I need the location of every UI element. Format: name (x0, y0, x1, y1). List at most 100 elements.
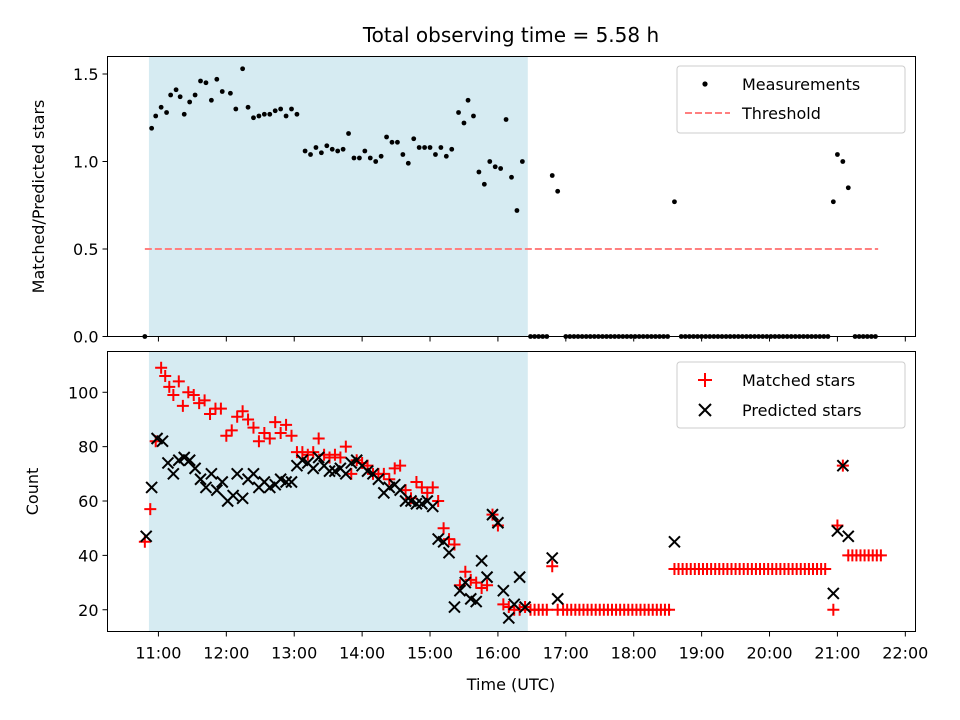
matched-point (421, 486, 434, 499)
measurement-point (503, 117, 509, 122)
measurement-point (845, 185, 851, 191)
matched-point (339, 440, 352, 453)
top-y-tick-label: 0.0 (73, 328, 98, 347)
predicted-point (323, 464, 336, 478)
predicted-point (183, 454, 196, 467)
bottom-x-axis: 11:00 12:00 13:00 14:00 15:00 16:00 17:00 18:00… (135, 631, 928, 663)
legend-predicted-marker (698, 403, 712, 417)
x-tick-label: 17:00 (543, 644, 589, 663)
matched-point (874, 549, 887, 562)
matched-point (827, 603, 840, 616)
matched-point (394, 459, 407, 472)
predicted-point (285, 475, 298, 489)
x-tick-label: 14:00 (339, 644, 385, 663)
measurement-point (208, 97, 214, 103)
predicted-point (199, 481, 213, 494)
measurement-point (389, 139, 395, 145)
predicted-point (469, 595, 483, 608)
matched-point (258, 427, 271, 440)
measurement-point (378, 153, 384, 159)
predicted-point (247, 467, 260, 481)
matched-point (204, 408, 217, 421)
top-y-tick-label: 1.0 (73, 153, 98, 172)
measurement-point (294, 111, 300, 117)
matched-point (328, 448, 341, 461)
predicted-point (312, 451, 325, 464)
predicted-point (393, 483, 407, 497)
predicted-point (842, 530, 855, 543)
matched-point (220, 429, 233, 442)
measurement-point (283, 113, 289, 119)
measurement-point (487, 159, 493, 164)
measurement-point (267, 111, 273, 117)
predicted-point (437, 535, 450, 548)
predicted-point (161, 456, 175, 470)
matched-point (410, 475, 423, 488)
legend-matched-marker (698, 373, 712, 387)
measurement-point (192, 92, 198, 98)
measurement-point (395, 139, 400, 145)
measurement-point (840, 159, 846, 164)
top-observing-window-shade (148, 56, 528, 337)
measurement-point (168, 92, 174, 98)
matched-point (426, 481, 439, 494)
measurement-point (278, 106, 284, 112)
matched-point (214, 402, 227, 415)
predicted-point (480, 570, 494, 584)
predicted-point (513, 570, 526, 584)
matched-point (247, 421, 260, 434)
bottom-axes-frame (107, 351, 916, 632)
x-tick-label: 20:00 (746, 644, 792, 663)
bottom-y-tick-label: 40 (78, 546, 98, 565)
matched-point (252, 435, 265, 448)
measurement-point (149, 125, 155, 131)
predicted-point (486, 508, 499, 521)
measurement-point (519, 159, 525, 164)
legend-measurements-marker (702, 81, 708, 87)
matched-point (497, 598, 510, 611)
matched-point (345, 467, 358, 480)
measurement-point (549, 173, 555, 178)
measurement-point (187, 99, 193, 105)
measurement-point (198, 78, 203, 84)
matched-point (819, 562, 832, 575)
top-y-axis: 0.0 0.5 1.0 1.5 (73, 65, 108, 347)
legend-predicted-label: Predicted stars (742, 401, 862, 420)
predicted-point (518, 600, 532, 614)
measurement-point (261, 111, 267, 117)
matched-point (312, 432, 325, 445)
measurement-point (498, 166, 504, 171)
bottom-y-tick-label: 100 (68, 383, 99, 402)
legend-matched-label: Matched stars (742, 371, 855, 390)
measurement-point (289, 106, 294, 112)
measurement-point (219, 89, 225, 94)
x-tick-label: 18:00 (611, 644, 657, 663)
legend-threshold-label: Threshold (741, 104, 821, 123)
predicted-point (836, 459, 850, 472)
measurement-point (384, 134, 389, 140)
predicted-point (546, 551, 559, 565)
matched-point (172, 375, 185, 388)
measurement-point (181, 111, 187, 117)
predicted-point (236, 492, 249, 505)
measurement-point (203, 80, 209, 86)
matched-point (334, 451, 347, 464)
predicted-point (139, 530, 153, 543)
predicted-point (230, 467, 244, 481)
matched-point (470, 576, 483, 589)
predicted-point (668, 535, 681, 548)
predicted-point (491, 516, 505, 529)
measurement-point (830, 199, 836, 205)
top-y-tick-label: 1.5 (73, 65, 98, 84)
measurement-point (227, 90, 233, 96)
x-tick-label: 11:00 (135, 644, 181, 663)
predicted-point (194, 473, 207, 486)
matched-point (193, 397, 206, 410)
bottom-y-tick-label: 80 (78, 438, 98, 457)
measurement-point (357, 155, 362, 161)
predicted-point (551, 592, 564, 606)
measurement-point (164, 110, 169, 115)
measurement-point (400, 152, 406, 157)
bottom-legend-box (676, 361, 906, 429)
